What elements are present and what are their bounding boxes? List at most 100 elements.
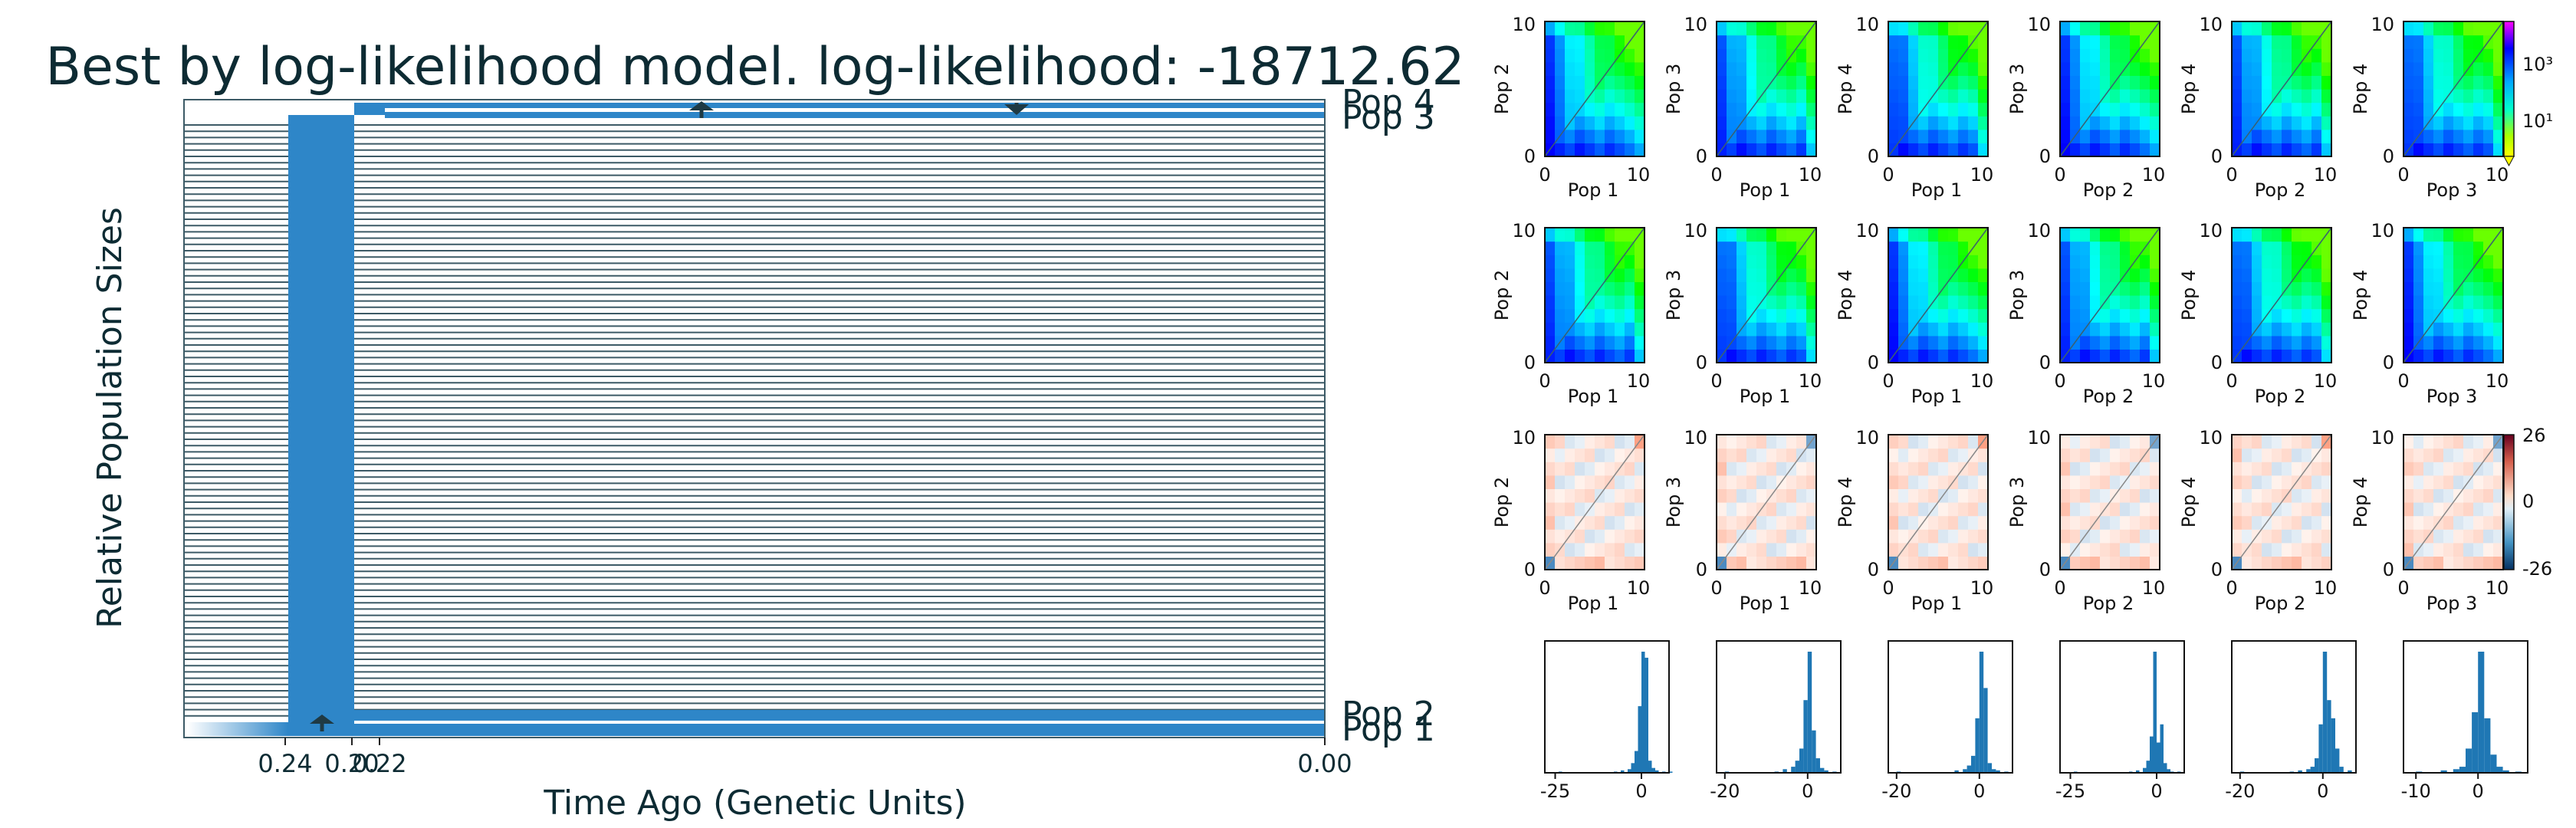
heatmap-cell: [2493, 349, 2504, 363]
histogram-bar: [1791, 767, 1796, 773]
heatmap-cell: [2100, 61, 2111, 76]
heatmap-cell: [1898, 308, 1909, 323]
heatmap-cell: [1806, 241, 1817, 255]
heatmap-cell: [2463, 281, 2474, 296]
heatmap-cell: [2413, 102, 2424, 117]
heatmap-cell: [1756, 255, 1767, 269]
heatmap-cell: [2232, 435, 2242, 449]
heatmap-cell: [1605, 529, 1615, 544]
heatmap-cell: [2272, 268, 2282, 282]
heatmap-cell: [1635, 281, 1645, 296]
heatmap-cell: [2282, 241, 2292, 255]
heatmap-cell: [2423, 448, 2434, 462]
heatmap-cell: [2070, 515, 2081, 530]
heatmap-cell: [2413, 448, 2424, 462]
heatmap-cell: [2120, 295, 2131, 310]
heatmap-cell: [2433, 475, 2444, 489]
heatmap-cell: [1746, 335, 1757, 350]
heatmap-cell: [2463, 102, 2474, 117]
heatmap-cell: [2473, 435, 2484, 449]
histogram-bar: [1799, 748, 1804, 773]
heatmap-cell: [2090, 255, 2101, 269]
heatmap-cell: [1565, 308, 1576, 323]
heatmap-cell: [1545, 502, 1556, 517]
heatmap-cell: [1605, 129, 1615, 143]
heatmap-cell: [2404, 448, 2414, 462]
diagonal-line: [2403, 227, 2504, 363]
heatmap-cell: [2252, 295, 2262, 310]
heatmap-cell: [2070, 462, 2081, 476]
heatmap-cell: [1948, 281, 1959, 296]
heatmap-cell: [1786, 335, 1797, 350]
heatmap-cell: [1766, 268, 1777, 282]
heatmap-cell: [2493, 475, 2504, 489]
heatmap-cell: [1717, 462, 1727, 476]
heatmap-cell: [2433, 435, 2444, 449]
heatmap-cell: [1737, 488, 1747, 503]
heatmap-cell: [1555, 435, 1566, 449]
heatmap-cell: [1605, 48, 1615, 63]
heatmap-cell: [2493, 281, 2504, 296]
heatmap-cell: [2262, 116, 2272, 130]
heatmap-cell: [1717, 529, 1727, 544]
heatmap-cell: [2090, 268, 2101, 282]
heatmap-cell: [1746, 129, 1757, 143]
x-tick-label: 0: [2226, 577, 2237, 599]
histogram-bar: [2490, 754, 2497, 773]
heatmap-cell: [1806, 129, 1817, 143]
heatmap-cell: [2070, 488, 2081, 503]
heatmap-cell: [2232, 61, 2242, 76]
heatmap-cell: [2312, 435, 2322, 449]
heatmap-cell: [1635, 488, 1645, 503]
heatmap-cell: [2463, 448, 2474, 462]
heatmap-cell: [2312, 281, 2322, 296]
heatmap-cell: [1918, 89, 1929, 104]
heatmap-cell: [2443, 21, 2454, 36]
diagonal-line: [2059, 21, 2160, 157]
heatmap-cell: [2120, 143, 2131, 157]
heatmap-cell: [2100, 102, 2111, 117]
heatmap-cell: [1978, 349, 1989, 363]
heatmap-cell: [1615, 295, 1625, 310]
heatmap-cell: [2302, 502, 2312, 517]
heatmap-cell: [1625, 89, 1635, 104]
heatmap-cell: [2433, 529, 2444, 544]
heatmap-cell: [2070, 143, 2081, 157]
heatmap-cell: [1565, 21, 1576, 36]
heatmap-cell: [2140, 102, 2150, 117]
heatmap-cell: [2080, 475, 2091, 489]
heatmap-cell: [2080, 89, 2091, 104]
heatmap-cell: [1575, 448, 1585, 462]
heatmap-cell: [2070, 308, 2081, 323]
heatmap-cell: [1595, 295, 1605, 310]
heatmap-cell: [1776, 143, 1787, 157]
histogram-bar: [2335, 748, 2340, 773]
heatmap-cell: [1585, 556, 1595, 570]
heatmap-cell: [2110, 228, 2121, 242]
heatmap-cell: [2423, 102, 2434, 117]
heatmap-cell: [2423, 143, 2434, 157]
heatmap-cell: [1545, 435, 1556, 449]
heatmap-cell: [1555, 281, 1566, 296]
heatmap-cell: [2262, 48, 2272, 63]
heatmap-cell: [2130, 529, 2141, 544]
heatmap-cell: [2302, 295, 2312, 310]
heatmap-cell: [2404, 102, 2414, 117]
heatmap-cell: [2090, 61, 2101, 76]
heatmap-cell: [1766, 116, 1777, 130]
heatmap-cell: [1555, 48, 1566, 63]
heatmap-cell: [1575, 502, 1585, 517]
heatmap-cell: [2453, 349, 2464, 363]
heatmap-cell: [2150, 75, 2160, 90]
heatmap-cell: [1605, 295, 1615, 310]
heatmap-cell: [2282, 448, 2292, 462]
heatmap-cell: [2302, 515, 2312, 530]
diagonal-line: [1544, 227, 1645, 363]
heatmap-cell: [2493, 48, 2504, 63]
heatmap-cell: [1918, 488, 1929, 503]
histogram-bar: [1783, 769, 1787, 773]
heatmap-cell: [1796, 462, 1807, 476]
heatmap-cell: [1898, 228, 1909, 242]
